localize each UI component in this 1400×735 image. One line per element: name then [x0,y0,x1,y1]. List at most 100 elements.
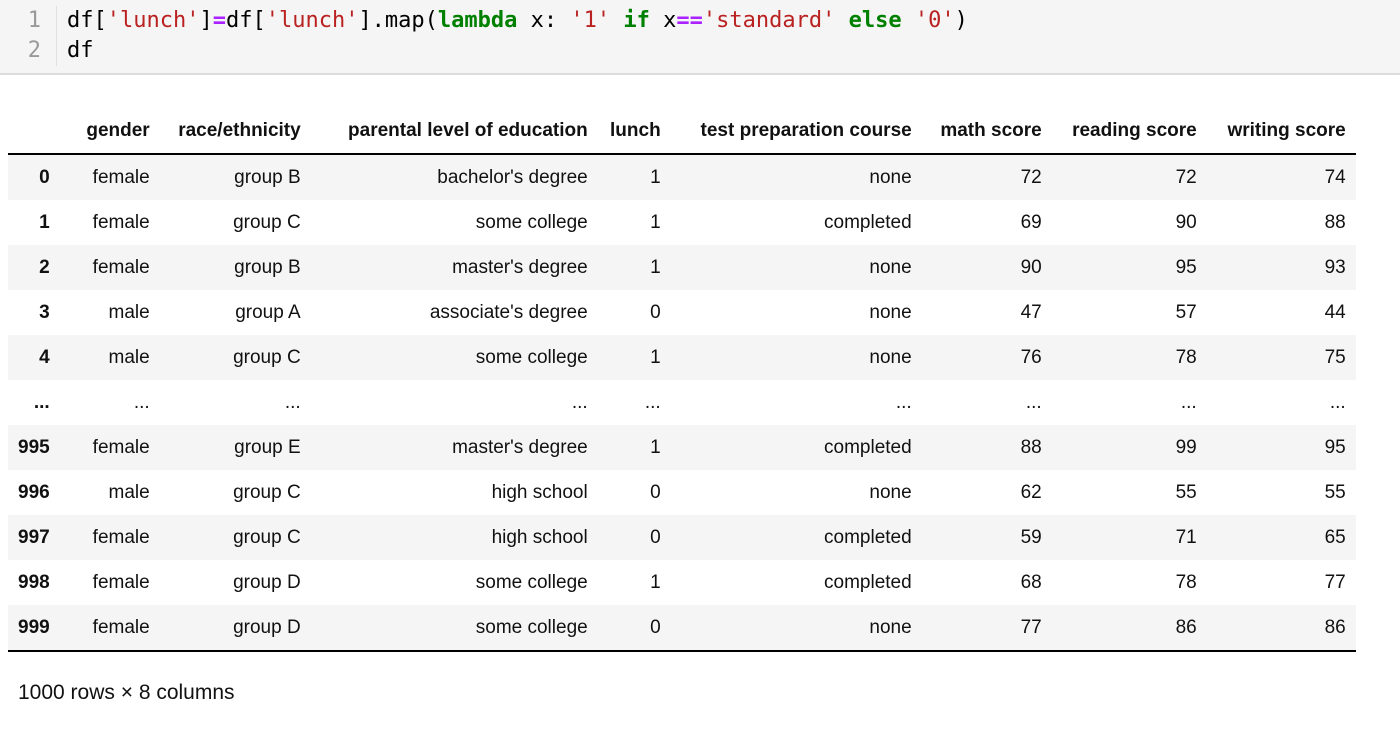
table-cell: 1 [650,256,661,278]
column-header: writing score [1206,108,1356,155]
table-row: 997 female group C high school 0 completed 59 7… [8,515,1356,560]
table-cell: 69 [1020,211,1042,233]
table-cell: some college [475,211,588,233]
row-index: 996 [18,481,50,503]
table-cell: 88 [1324,211,1346,233]
table-row: 4 male group C some college 1 none 76 78 75 [8,335,1356,380]
table-cell: 1 [650,166,661,188]
row-index: 0 [39,166,50,188]
code-token-keyword: else [848,8,902,33]
row-index: 1 [39,211,50,233]
table-cell: female [92,616,150,638]
column-header: parental level of education [310,108,598,155]
table-cell: high school [491,481,588,503]
code-token-plain: df[ [67,8,107,33]
table-cell: group C [233,526,301,548]
row-index: 4 [39,346,50,368]
table-cell: 90 [1020,256,1042,278]
code-token-plain: ] [199,8,213,33]
table-cell: some college [475,616,588,638]
table-cell: female [92,571,150,593]
row-index: 999 [18,616,50,638]
table-cell: 0 [650,301,661,323]
table-cell: 55 [1324,481,1346,503]
table-row: 2 female group B master's degree 1 none 90 95 93 [8,245,1356,290]
table-cell: group D [233,616,301,638]
table-cell: none [869,166,912,188]
table-row: 1 female group C some college 1 completed 69 90… [8,200,1356,245]
table-cell: 59 [1020,526,1042,548]
table-cell: male [108,481,150,503]
table-cell: master's degree [452,256,588,278]
code-token-plain: df[ [225,8,266,33]
row-index: 3 [39,301,50,323]
table-row: 996 male group C high school 0 none 62 55 55 [8,470,1356,515]
table-row: 999 female group D some college 0 none 77 86 86 [8,605,1356,651]
table-cell: 0 [650,616,661,638]
table-cell: 0 [650,526,661,548]
table-row: 995 female group E master's degree 1 complete… [8,425,1356,470]
table-cell: 88 [1020,436,1042,458]
table-cell: 90 [1175,211,1197,233]
table-cell: some college [475,571,588,593]
code-token-plain: ) [954,8,968,33]
table-cell: none [869,481,912,503]
table-cell: high school [491,526,588,548]
table-cell: completed [824,571,912,593]
table-row: 3 male group A associate's degree 0 none 47 57 4… [8,290,1356,335]
table-cell: group B [234,166,301,188]
table-cell: female [92,211,150,233]
table-cell: completed [824,436,912,458]
table-cell: 99 [1175,436,1197,458]
table-cell: none [869,256,912,278]
code-token-plain [902,8,915,33]
code-token-plain [835,8,848,33]
table-cell: 72 [1020,166,1042,188]
table-cell: 77 [1324,571,1346,593]
table-cell: ... [284,391,301,413]
table-cell: group E [234,436,301,458]
line-number: 2 [27,38,41,63]
table-cell: 68 [1020,571,1042,593]
table-cell: 95 [1175,256,1197,278]
row-index: ... [33,391,50,413]
dataframe-output: gender race/ethnicity parental level of ed… [8,108,1400,705]
table-cell: female [92,166,150,188]
table-cell: 74 [1324,166,1346,188]
table-cell: completed [824,211,912,233]
table-cell: group C [233,481,301,503]
table-cell: bachelor's degree [437,166,588,188]
table-cell: male [108,301,150,323]
table-cell: group A [235,301,301,323]
table-cell: male [108,346,150,368]
row-index: 995 [18,436,50,458]
table-cell: 86 [1175,616,1197,638]
column-header: gender [59,108,160,155]
table-cell: 77 [1020,616,1042,638]
table-cell: 62 [1020,481,1042,503]
table-row: 998 female group D some college 1 completed 68… [8,560,1356,605]
table-cell: 1 [650,346,661,368]
table-header-row: gender race/ethnicity parental level of ed… [8,108,1356,155]
row-index: 2 [39,256,50,278]
table-cell: 1 [650,436,661,458]
table-cell: associate's degree [429,301,588,323]
code-token-plain: x [649,8,677,33]
table-cell: ... [1180,391,1197,413]
table-cell: some college [475,346,588,368]
code-token-plain: df [67,38,94,63]
table-cell: group C [233,346,301,368]
code-line: df [67,36,968,66]
table-cell: 76 [1020,346,1042,368]
table-cell: 71 [1175,526,1197,548]
code-token-string: 'standard' [702,8,836,33]
column-header: reading score [1051,108,1207,155]
table-cell: ... [133,391,150,413]
table-cell: master's degree [452,436,588,458]
table-cell: female [92,526,150,548]
table-cell: 95 [1324,436,1346,458]
code-editor[interactable]: df['lunch']=df['lunch'].map(lambda x: '1… [57,6,968,66]
index-column-header [8,108,60,155]
